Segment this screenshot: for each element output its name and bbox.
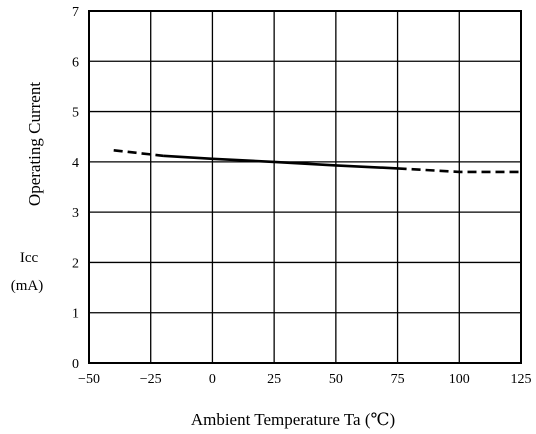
y-tick-label: 0 [72, 357, 79, 372]
y-axis-symbol: Icc [20, 250, 39, 266]
x-tick-label: −50 [78, 372, 100, 387]
y-tick-label: 6 [72, 55, 79, 70]
y-axis-label: Operating Current [25, 82, 44, 206]
y-tick-label: 4 [72, 156, 79, 171]
x-tick-label: −25 [140, 372, 162, 387]
plot-frame [88, 10, 522, 364]
x-tick-label: 125 [511, 372, 532, 387]
series-line-dashed [397, 167, 521, 174]
y-tick-label: 1 [72, 307, 79, 322]
y-tick-label: 3 [72, 206, 79, 221]
x-tick-label: 75 [391, 372, 405, 387]
y-tick-label: 2 [72, 256, 79, 271]
x-tick-labels: −50 −25 0 25 50 75 100 125 [78, 372, 531, 387]
series-layer [113, 149, 521, 174]
x-tick-label: 100 [449, 372, 470, 387]
x-tick-label: 25 [267, 372, 281, 387]
grid [89, 11, 521, 363]
series-line-dashed [113, 149, 164, 158]
y-tick-label: 7 [72, 5, 79, 20]
series-line-solid [163, 154, 398, 170]
x-axis-label: Ambient Temperature Ta (℃) [191, 410, 395, 429]
x-tick-label: 50 [329, 372, 343, 387]
y-axis-unit: (mA) [11, 278, 44, 294]
y-tick-label: 5 [72, 106, 79, 121]
y-tick-labels: 0 1 2 3 4 5 6 7 [72, 5, 79, 372]
x-tick-label: 0 [209, 372, 216, 387]
